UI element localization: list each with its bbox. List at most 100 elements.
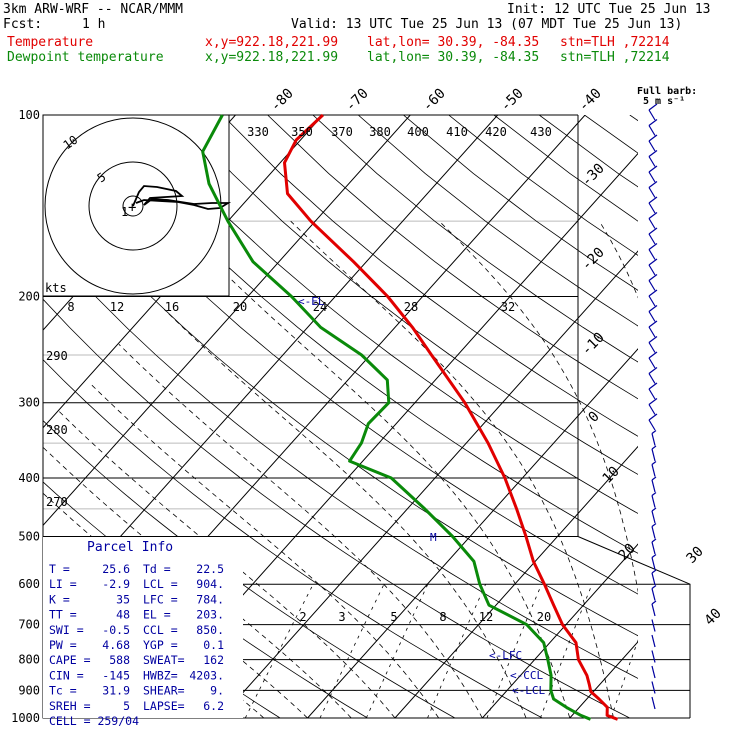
mixing-ratio-label: 8: [67, 300, 74, 314]
theta-e-label: 280: [46, 423, 68, 437]
wind-barb-staff: [651, 696, 656, 710]
dry-adiabat-line: [43, 115, 638, 718]
wind-barb-flag: [651, 554, 657, 558]
wind-barb-staff: [651, 557, 656, 570]
parcel-info-cell: -0.5: [102, 623, 130, 637]
mixing-ratio-line: [610, 584, 638, 718]
parcel-info-cell: YGP =: [143, 638, 178, 652]
wind-barb-staff: [648, 171, 656, 183]
dry-adiabat-line: [675, 115, 740, 731]
isotherm-label: 20: [616, 541, 639, 564]
theta-label: 400: [407, 125, 429, 139]
moist-adiabat-line: [163, 309, 527, 718]
moist-adiabat-line: [58, 411, 396, 718]
parcel-info-cell: 5: [123, 699, 130, 713]
wind-barb-flag: [651, 507, 657, 512]
wind-barb-staff: [648, 187, 656, 198]
theta-label: 410: [446, 125, 468, 139]
theta-e-label: 290: [46, 349, 68, 363]
wind-barb-staff: [651, 634, 656, 648]
parcel-info-cell: K =: [49, 592, 70, 606]
wind-barb-staff: [651, 588, 656, 601]
wind-barb-staff: [648, 109, 656, 121]
temperature-xy: x,y=922.18,221.99: [205, 35, 339, 50]
theta-label: 420: [485, 125, 507, 139]
wind-barb-flag: [648, 336, 658, 343]
dewpoint-latlon: lat,lon= 30.39, -84.35: [367, 50, 540, 65]
parcel-info-cell: 0.1: [203, 638, 224, 652]
init-time: Init: 12 UTC Tue 25 Jun 13: [507, 2, 711, 17]
isotherm-label: -60: [420, 86, 449, 115]
wind-barb-staff: [648, 326, 656, 338]
parcel-info-cell: 162: [203, 653, 224, 667]
wind-barb-flag: [651, 585, 657, 589]
parcel-info-cell: PW =: [49, 638, 77, 652]
pressure-tick-label: 700: [18, 618, 40, 632]
wind-barb-flag: [651, 476, 657, 481]
dry-adiabat-line: [629, 115, 638, 718]
wind-barb-staff: [651, 479, 656, 493]
dry-adiabat-line: [176, 115, 638, 718]
wind-barb-staff: [648, 156, 656, 167]
dry-adiabat-line: [0, 115, 35, 731]
wind-barb-staff: [648, 342, 656, 353]
mean-wind-marker: M: [430, 531, 437, 544]
parcel-info-cell: 35: [116, 592, 130, 606]
dry-adiabat-line: [493, 115, 638, 718]
parcel-info-cell: LI =: [49, 577, 77, 591]
wind-barb-column: [648, 103, 658, 710]
wind-barb-staff: [651, 572, 656, 586]
isotherm-label: -20: [579, 245, 608, 274]
pressure-tick-label: 200: [18, 290, 40, 304]
dry-adiabat-line: [43, 115, 638, 718]
mixing-ratio-label: 5: [390, 610, 397, 624]
wind-barb-flag: [648, 134, 658, 142]
dry-adiabat-line: [43, 115, 638, 718]
wind-barb-flag: [651, 430, 657, 434]
wind-barb-staff: [651, 433, 656, 446]
wind-barb-staff: [651, 495, 656, 508]
pressure-tick-label: 100: [18, 108, 40, 122]
wind-barb-staff: [651, 681, 656, 694]
wind-barb-flag: [651, 538, 657, 543]
isotherm-label: -70: [343, 86, 372, 115]
pressure-tick-label: 500: [18, 529, 40, 543]
wind-barb-flag: [648, 119, 658, 126]
pressure-tick-label: 800: [18, 653, 40, 667]
dewpoint-station: stn=TLH ,72214: [560, 50, 670, 65]
temperature-latlon: lat,lon= 30.39, -84.35: [367, 35, 540, 50]
parcel-info-cell: 48: [116, 608, 130, 622]
isotherm-line: [43, 115, 324, 718]
isotherm-label: -10: [579, 330, 608, 359]
forecast-label: Fcst:: [3, 17, 43, 32]
wind-barb-staff: [648, 295, 656, 307]
pressure-tick-label: 600: [18, 577, 40, 591]
mixing-ratio-label: 20: [233, 300, 247, 314]
wind-barb-staff: [651, 448, 656, 462]
theta-label: 380: [369, 125, 391, 139]
dewpoint-profile-line: [201, 114, 592, 721]
hodograph-units: kts: [45, 281, 67, 295]
pressure-tick-label: 1000: [11, 711, 40, 725]
mixing-ratio-label: 20: [537, 610, 551, 624]
wind-barb-staff: [648, 419, 656, 431]
dry-adiabat-line: [86, 115, 638, 718]
theta-label: 370: [331, 125, 353, 139]
isotherm-label: -40: [576, 86, 605, 115]
parcel-info-title: Parcel Info: [87, 540, 173, 555]
wind-barb-flag: [648, 320, 658, 328]
dry-adiabat-line: [43, 115, 638, 718]
wind-barb-staff: [648, 388, 656, 400]
parcel-info-cell: SHEAR=: [143, 684, 185, 698]
parcel-info-cell: EL =: [143, 608, 171, 622]
mixing-ratio-lines: [244, 584, 638, 718]
temperature-station: stn=TLH ,72214: [560, 35, 670, 50]
parcel-info-cell: 203.: [196, 608, 224, 622]
sounding-series: [201, 113, 619, 721]
barb-legend-value: 5 m s⁻¹: [643, 96, 685, 107]
wind-barb-flag: [651, 492, 657, 496]
isotherm-line: [43, 115, 411, 718]
parcel-info-cell: Td =: [143, 562, 171, 576]
moist-adiabat-line: [118, 344, 483, 718]
valid-time: Valid: 13 UTC Tue 25 Jun 13 (07 MDT Tue …: [291, 17, 683, 32]
